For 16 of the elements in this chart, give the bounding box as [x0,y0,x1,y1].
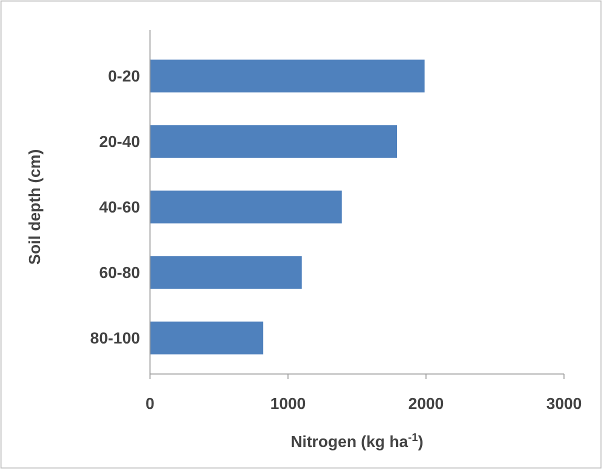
x-axis-title: Nitrogen (kg ha$^{-1}$) [290,432,424,451]
bar [150,256,302,289]
bar [150,60,425,92]
y-tick-label: 60-80 [99,265,140,282]
bar [150,190,342,224]
y-tick-label: 20-40 [99,134,140,152]
x-tick-label: 0 [146,396,155,413]
bar [150,322,264,354]
bar [150,125,398,158]
y-tick-label: 40-60 [99,200,140,217]
x-tick-label: 3000 [546,396,582,413]
y-axis-title: Soil depth (cm) [27,149,44,265]
x-tick-label: 2000 [408,396,444,413]
x-tick-label: 1000 [270,396,306,413]
y-tick-label: 0-20 [108,68,140,86]
y-tick-label: 80-100 [90,330,140,348]
